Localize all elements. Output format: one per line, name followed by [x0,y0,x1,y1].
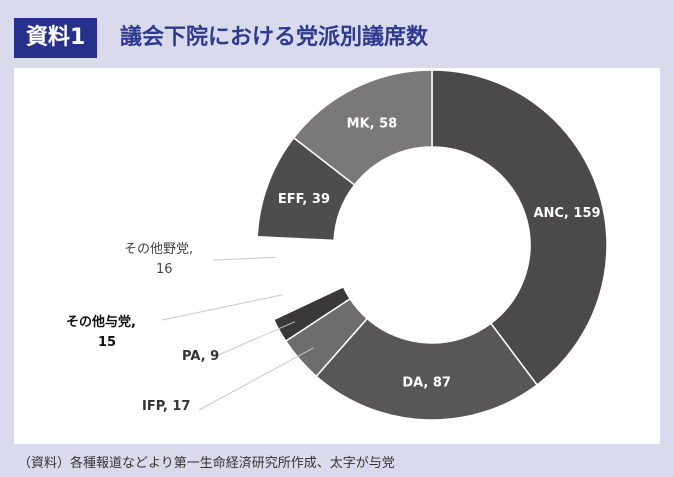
slice-label: DA, 87 [402,375,451,390]
chart-title: 議会下院における党派別議席数 [120,25,429,50]
source-note: （資料）各種報道などより第一生命経済研究所作成、太字が与党 [18,456,395,471]
leader-line [213,256,276,261]
slice-label: その他与党, 15 [66,314,136,350]
leader-line [215,321,296,357]
leader-line [161,294,284,321]
chart-panel: ANC, 159 DA, 87 IFP, 17 PA, 9 その他与党, 15 その他野党,… [14,68,660,444]
slice-label: IFP, 17 [142,399,190,414]
slice-label: ANC, 159 [533,206,600,221]
slice-DA [315,317,539,421]
slice-MK [292,69,433,186]
slice-label: その他野党, 16 [124,242,193,277]
slice-ANC [431,69,608,386]
slice-label: PA, 9 [182,349,219,364]
donut-chart: ANC, 159 DA, 87 IFP, 17 PA, 9 その他与党, 15 その他野党,… [66,69,608,421]
slice-label: MK, 58 [347,116,398,131]
figure-number-badge: 資料1 [14,18,98,58]
leader-line [198,347,314,411]
slice-label: EFF, 39 [278,192,330,207]
